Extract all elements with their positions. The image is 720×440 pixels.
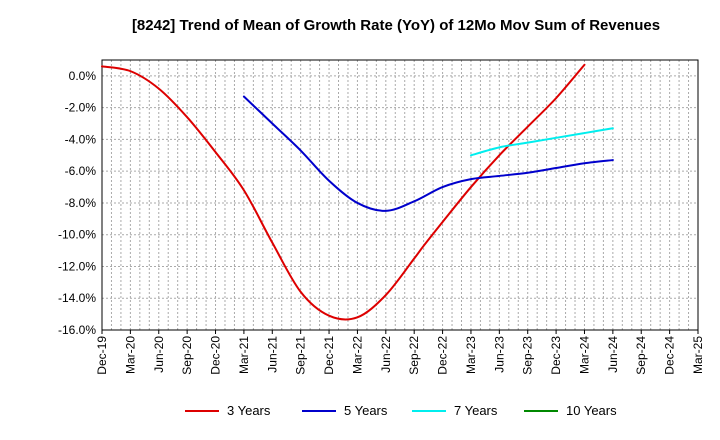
y-tick-label: -2.0% <box>65 101 97 115</box>
x-tick-label: Mar-25 <box>691 336 705 374</box>
series-line-3-years <box>101 63 586 321</box>
y-tick-label: -16.0% <box>58 323 96 337</box>
x-tick-label: Sep-20 <box>180 336 194 375</box>
plot-area-border <box>101 59 699 331</box>
x-tick-label: Jun-20 <box>152 336 166 373</box>
x-tick-label: Dec-24 <box>663 336 677 375</box>
x-tick-label: Mar-22 <box>350 336 364 374</box>
x-tick-label: Mar-21 <box>237 336 251 374</box>
legend-label: 10 Years <box>566 403 617 418</box>
x-tick-label: Sep-22 <box>407 336 421 375</box>
x-tick-label: Dec-23 <box>549 336 563 375</box>
x-tick-label: Dec-19 <box>95 336 109 375</box>
legend-label: 5 Years <box>344 403 388 418</box>
x-tick-label: Jun-23 <box>492 336 506 373</box>
series-layer <box>101 63 614 321</box>
grid <box>102 60 698 331</box>
x-tick-label: Dec-20 <box>209 336 223 375</box>
x-tick-label: Sep-21 <box>294 336 308 375</box>
x-tick-label: Sep-23 <box>521 336 535 375</box>
x-axis: Dec-19 Mar-20 Jun-20 Sep-20 Dec-20 Mar-21 Jun-… <box>95 330 705 375</box>
series-line-5-years <box>242 95 614 212</box>
x-tick-label: Jun-21 <box>265 336 279 373</box>
series-line-7-years <box>469 127 614 157</box>
x-tick-label: Jun-24 <box>606 336 620 373</box>
y-tick-label: -6.0% <box>65 164 97 178</box>
x-tick-label: Mar-24 <box>577 336 591 374</box>
y-axis: 0.0% -2.0% -4.0% -6.0% -8.0% -10.0% -12.0% -14.… <box>58 69 96 337</box>
y-tick-label: 0.0% <box>69 69 97 83</box>
y-tick-label: -4.0% <box>65 132 97 146</box>
x-tick-label: Dec-21 <box>322 336 336 375</box>
y-tick-label: -8.0% <box>65 196 97 210</box>
y-tick-label: -12.0% <box>58 259 96 273</box>
x-tick-label: Jun-22 <box>379 336 393 373</box>
legend-label: 3 Years <box>227 403 271 418</box>
x-tick-label: Sep-24 <box>634 336 648 375</box>
y-tick-label: -10.0% <box>58 228 96 242</box>
x-tick-label: Mar-20 <box>123 336 137 374</box>
x-tick-label: Mar-23 <box>464 336 478 374</box>
legend: 3 Years 5 Years 7 Years 10 Years <box>185 403 617 418</box>
chart-title: [8242] Trend of Mean of Growth Rate (YoY… <box>132 17 660 34</box>
legend-label: 7 Years <box>454 403 498 418</box>
x-tick-label: Dec-22 <box>436 336 450 375</box>
y-tick-label: -14.0% <box>58 291 96 305</box>
